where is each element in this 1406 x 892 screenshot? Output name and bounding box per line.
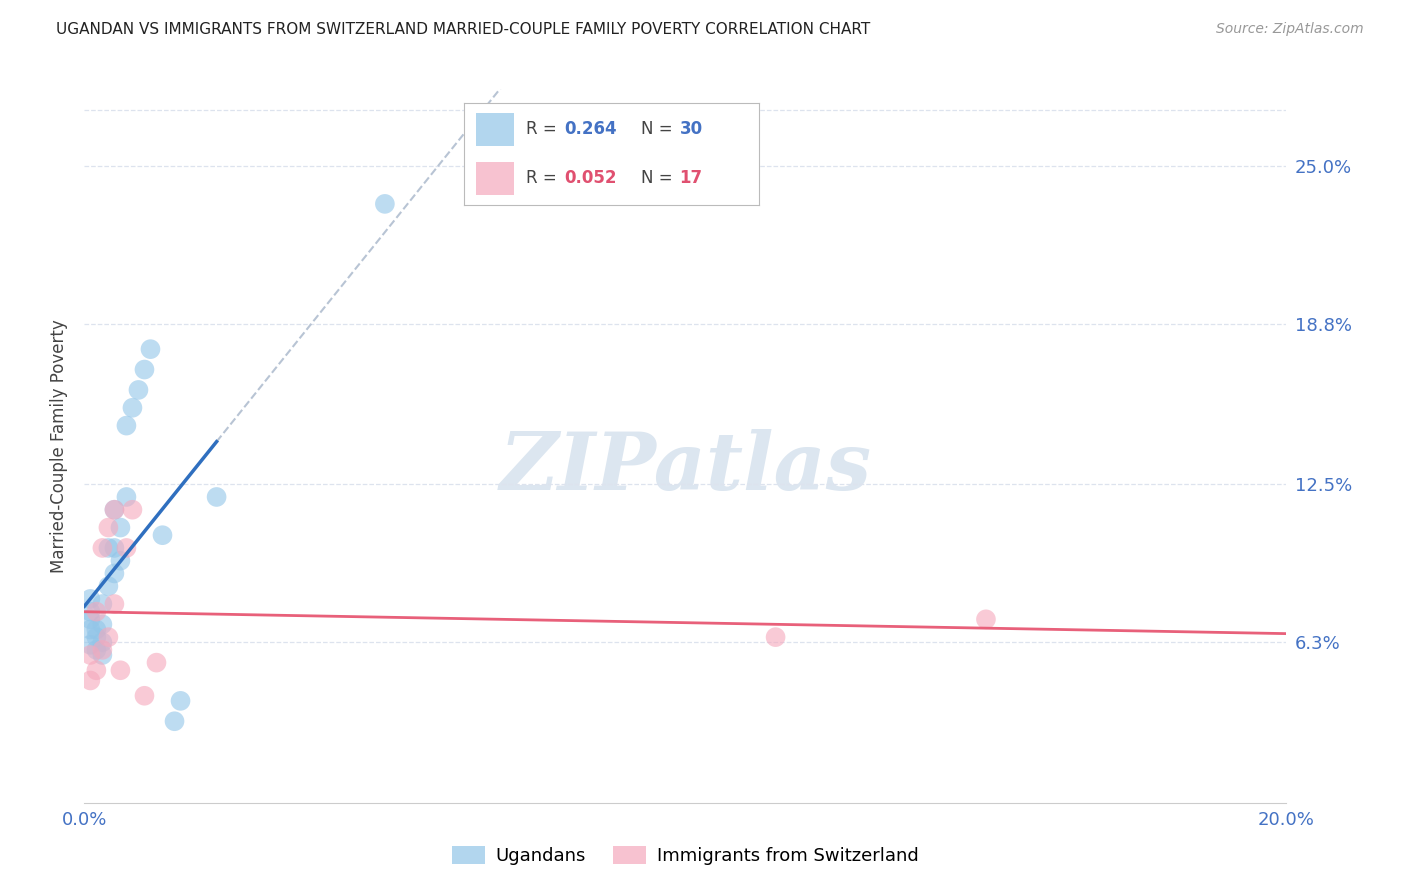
Point [205,490,228,504]
Point [139,342,162,356]
Point [79,673,101,688]
Point [110,520,132,534]
Point [79,591,101,606]
Text: 0.264: 0.264 [564,120,617,138]
Point [145,656,167,670]
Point [91,617,114,632]
Point [974,612,997,626]
Point [86,623,108,637]
Point [91,643,114,657]
Point [91,597,114,611]
Point [79,605,101,619]
Point [86,663,108,677]
Point [103,502,125,516]
Text: 30: 30 [679,120,703,138]
Point [134,689,156,703]
Point [91,648,114,662]
Point [86,605,108,619]
Point [79,623,101,637]
Point [97,579,120,593]
Point [115,490,138,504]
Point [97,630,120,644]
Point [115,541,138,555]
Point [103,566,125,581]
Point [91,541,114,555]
Text: R =: R = [526,169,562,187]
FancyBboxPatch shape [475,113,515,145]
Point [134,362,156,376]
Point [91,635,114,649]
Point [765,630,787,644]
Point [103,502,125,516]
Point [103,541,125,555]
Point [374,197,396,211]
Point [79,648,101,662]
Point [121,401,143,415]
Point [79,612,101,626]
Point [169,694,191,708]
FancyBboxPatch shape [475,162,515,194]
Point [86,643,108,657]
Text: N =: N = [641,169,678,187]
Text: ZIPatlas: ZIPatlas [499,429,872,506]
Point [97,541,120,555]
Point [103,597,125,611]
Text: R =: R = [526,120,562,138]
Point [115,418,138,433]
Point [152,528,174,542]
Point [127,383,149,397]
Text: 17: 17 [679,169,703,187]
Point [79,638,101,652]
Point [110,663,132,677]
Text: UGANDAN VS IMMIGRANTS FROM SWITZERLAND MARRIED-COUPLE FAMILY POVERTY CORRELATION: UGANDAN VS IMMIGRANTS FROM SWITZERLAND M… [56,22,870,37]
Text: N =: N = [641,120,678,138]
Text: 0.052: 0.052 [564,169,617,187]
Point [86,630,108,644]
Point [163,714,186,729]
Legend: Ugandans, Immigrants from Switzerland: Ugandans, Immigrants from Switzerland [446,838,925,872]
Point [97,520,120,534]
Point [110,554,132,568]
Text: Source: ZipAtlas.com: Source: ZipAtlas.com [1216,22,1364,37]
Y-axis label: Married-Couple Family Poverty: Married-Couple Family Poverty [51,319,69,573]
Point [121,502,143,516]
